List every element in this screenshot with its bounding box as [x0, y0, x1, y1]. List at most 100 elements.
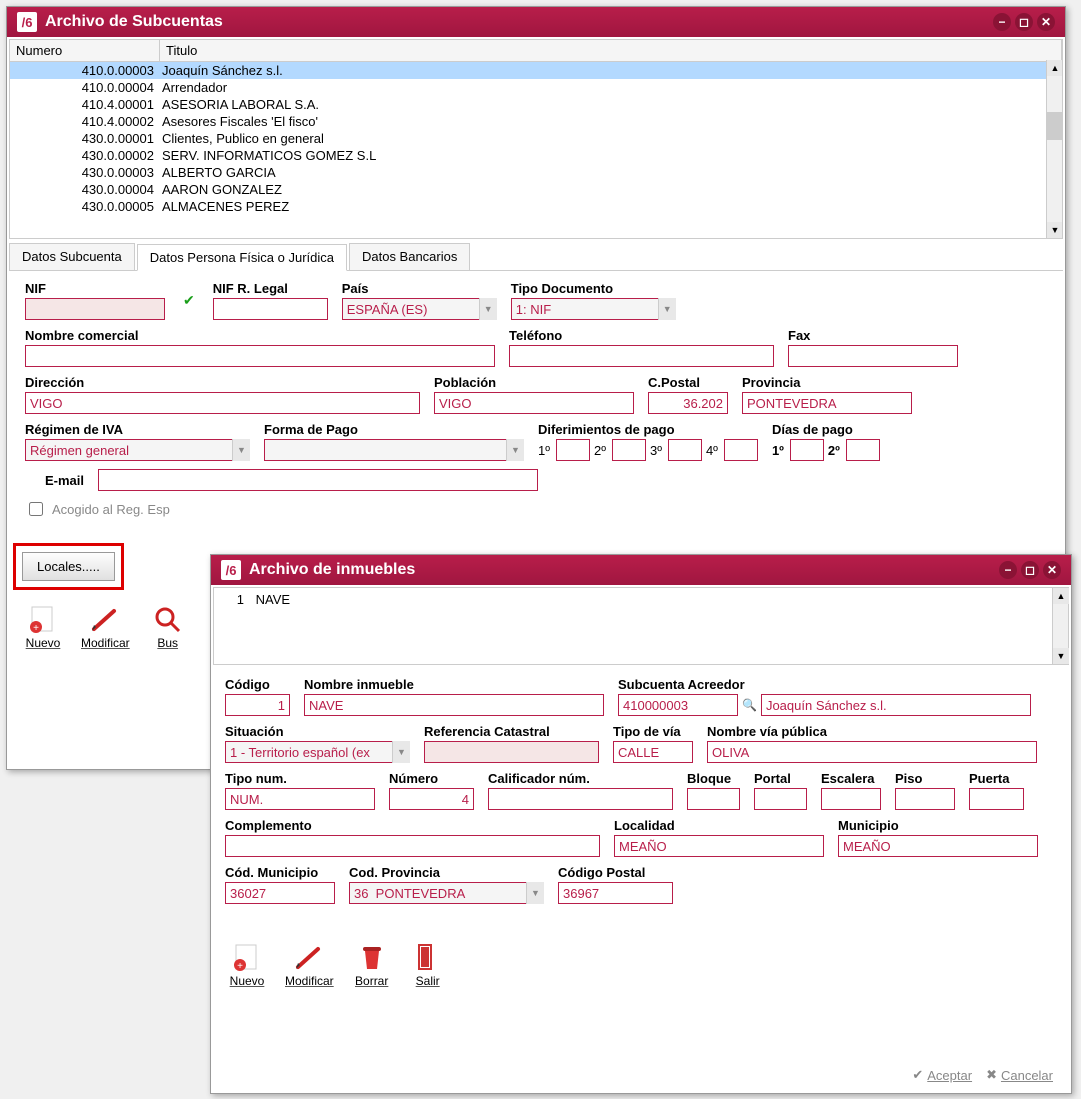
- municipio-input[interactable]: [838, 835, 1038, 857]
- nuevo-button[interactable]: + Nuevo: [25, 604, 61, 650]
- nombre-inm-input[interactable]: [304, 694, 604, 716]
- inmuebles-list[interactable]: 1 NAVE ▲ ▼: [213, 587, 1069, 665]
- chevron-down-icon[interactable]: ▼: [479, 298, 497, 320]
- minimize-icon[interactable]: −: [993, 13, 1011, 31]
- tipo-via-label: Tipo de vía: [613, 724, 693, 739]
- maximize-icon[interactable]: ◻: [1015, 13, 1033, 31]
- table-row[interactable]: 430.0.00001Clientes, Publico en general: [10, 130, 1062, 147]
- modificar-button[interactable]: Modificar: [285, 942, 334, 988]
- maximize-icon[interactable]: ◻: [1021, 561, 1039, 579]
- fax-input[interactable]: [788, 345, 958, 367]
- direccion-input[interactable]: [25, 392, 420, 414]
- table-row[interactable]: 430.0.00004AARON GONZALEZ: [10, 181, 1062, 198]
- provincia-input[interactable]: [742, 392, 912, 414]
- scrollbar[interactable]: ▲ ▼: [1046, 60, 1062, 238]
- dp1-input[interactable]: [790, 439, 824, 461]
- titlebar[interactable]: /6 Archivo de Subcuentas − ◻ ✕: [7, 7, 1065, 37]
- cell-numero: 430.0.00003: [10, 165, 160, 180]
- pais-select[interactable]: [342, 298, 497, 320]
- d2-input[interactable]: [612, 439, 646, 461]
- table-row[interactable]: 410.4.00001ASESORIA LABORAL S.A.: [10, 96, 1062, 113]
- nombre-via-input[interactable]: [707, 741, 1037, 763]
- cod-prov-select[interactable]: [349, 882, 544, 904]
- close-icon[interactable]: ✕: [1043, 561, 1061, 579]
- regimen-select[interactable]: [25, 439, 250, 461]
- chevron-down-icon[interactable]: ▼: [658, 298, 676, 320]
- scroll-thumb[interactable]: [1046, 112, 1062, 140]
- pen-icon: [291, 942, 327, 972]
- tab-datos-subcuenta[interactable]: Datos Subcuenta: [9, 243, 135, 270]
- tab-datos-persona[interactable]: Datos Persona Física o Jurídica: [137, 244, 347, 271]
- close-icon[interactable]: ✕: [1037, 13, 1055, 31]
- ref-cat-input[interactable]: [424, 741, 599, 763]
- acogido-checkbox[interactable]: [29, 502, 43, 516]
- table-row[interactable]: 430.0.00005ALMACENES PEREZ: [10, 198, 1062, 215]
- email-input[interactable]: [98, 469, 538, 491]
- cell-numero: 430.0.00002: [10, 148, 160, 163]
- table-row[interactable]: 410.0.00004Arrendador: [10, 79, 1062, 96]
- scrollbar[interactable]: ▲ ▼: [1052, 588, 1068, 664]
- bloque-input[interactable]: [687, 788, 740, 810]
- buscar-button[interactable]: Bus: [150, 604, 186, 650]
- tipo-num-input[interactable]: [225, 788, 375, 810]
- scroll-down-icon[interactable]: ▼: [1047, 222, 1063, 238]
- chevron-down-icon[interactable]: ▼: [526, 882, 544, 904]
- localidad-label: Localidad: [614, 818, 824, 833]
- cancelar-button[interactable]: ✖ Cancelar: [986, 1067, 1053, 1083]
- modificar-label: Modificar: [81, 636, 130, 650]
- list-body[interactable]: 410.0.00003Joaquín Sánchez s.l.410.0.000…: [10, 62, 1062, 238]
- locales-button[interactable]: Locales.....: [22, 552, 115, 581]
- piso-input[interactable]: [895, 788, 955, 810]
- calificador-input[interactable]: [488, 788, 673, 810]
- col-titulo-header[interactable]: Titulo: [160, 40, 1062, 61]
- salir-button[interactable]: Salir: [410, 942, 446, 988]
- nombre-com-input[interactable]: [25, 345, 495, 367]
- scroll-up-icon[interactable]: ▲: [1047, 60, 1063, 76]
- borrar-button[interactable]: Borrar: [354, 942, 390, 988]
- codigo-input[interactable]: [225, 694, 290, 716]
- aceptar-button[interactable]: ✔ Aceptar: [912, 1067, 972, 1083]
- modificar-button[interactable]: Modificar: [81, 604, 130, 650]
- nif-rlegal-label: NIF R. Legal: [213, 281, 328, 296]
- d3-label: 3º: [650, 443, 662, 458]
- d1-input[interactable]: [556, 439, 590, 461]
- table-row[interactable]: 410.0.00003Joaquín Sánchez s.l.: [10, 62, 1062, 79]
- tipo-doc-select[interactable]: [511, 298, 676, 320]
- scroll-down-icon[interactable]: ▼: [1053, 648, 1069, 664]
- cpostal-input[interactable]: [648, 392, 728, 414]
- poblacion-input[interactable]: [434, 392, 634, 414]
- nuevo-button[interactable]: + Nuevo: [229, 942, 265, 988]
- d4-input[interactable]: [724, 439, 758, 461]
- localidad-input[interactable]: [614, 835, 824, 857]
- d3-input[interactable]: [668, 439, 702, 461]
- nif-rlegal-input[interactable]: [213, 298, 328, 320]
- subcuentas-list: Numero Titulo 410.0.00003Joaquín Sánchez…: [9, 39, 1063, 239]
- cod-mun-input[interactable]: [225, 882, 335, 904]
- subcuenta-input[interactable]: [618, 694, 738, 716]
- tipo-via-input[interactable]: [613, 741, 693, 763]
- chevron-down-icon[interactable]: ▼: [392, 741, 410, 763]
- table-row[interactable]: 410.4.00002Asesores Fiscales 'El fisco': [10, 113, 1062, 130]
- dp2-input[interactable]: [846, 439, 880, 461]
- minimize-icon[interactable]: −: [999, 561, 1017, 579]
- puerta-input[interactable]: [969, 788, 1024, 810]
- tab-datos-bancarios[interactable]: Datos Bancarios: [349, 243, 470, 270]
- subcuenta-name-input[interactable]: [761, 694, 1031, 716]
- nif-input[interactable]: [25, 298, 165, 320]
- portal-input[interactable]: [754, 788, 807, 810]
- situacion-select[interactable]: [225, 741, 410, 763]
- chevron-down-icon[interactable]: ▼: [232, 439, 250, 461]
- col-numero-header[interactable]: Numero: [10, 40, 160, 61]
- escalera-input[interactable]: [821, 788, 881, 810]
- titlebar[interactable]: /6 Archivo de inmuebles − ◻ ✕: [211, 555, 1071, 585]
- table-row[interactable]: 430.0.00003ALBERTO GARCIA: [10, 164, 1062, 181]
- table-row[interactable]: 430.0.00002SERV. INFORMATICOS GOMEZ S.L: [10, 147, 1062, 164]
- numero-input[interactable]: [389, 788, 474, 810]
- lookup-icon[interactable]: 🔍: [742, 698, 757, 712]
- telefono-input[interactable]: [509, 345, 774, 367]
- scroll-up-icon[interactable]: ▲: [1053, 588, 1069, 604]
- cod-postal-input[interactable]: [558, 882, 673, 904]
- complemento-input[interactable]: [225, 835, 600, 857]
- chevron-down-icon[interactable]: ▼: [506, 439, 524, 461]
- forma-pago-select[interactable]: [264, 439, 524, 461]
